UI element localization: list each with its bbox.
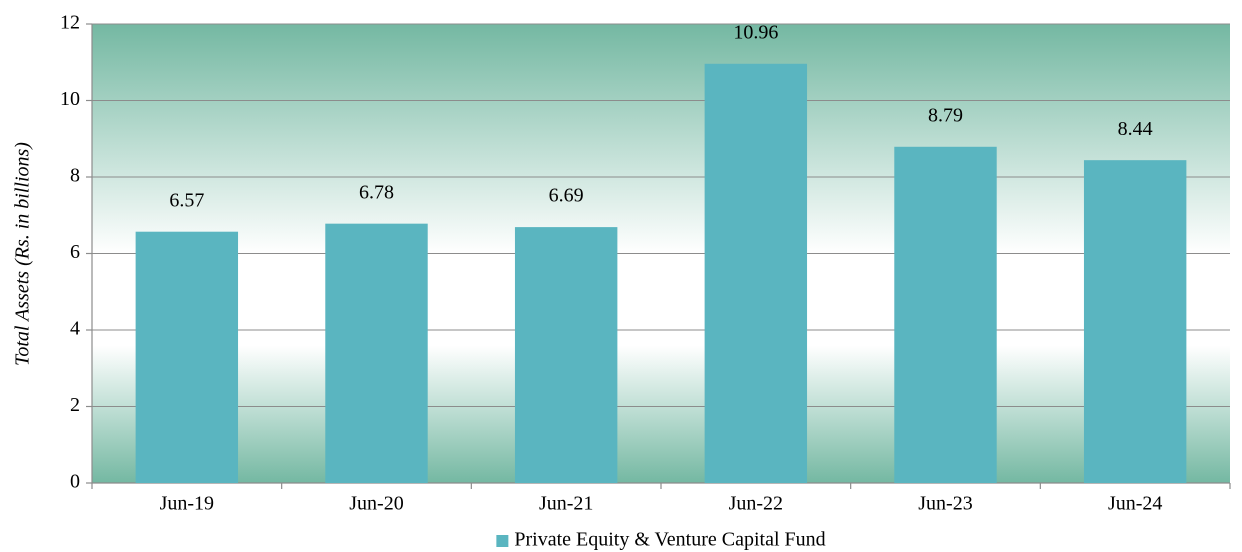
bar [1083,160,1187,484]
bar [325,223,428,484]
y-tick-label: 8 [70,165,80,187]
y-axis-label: Total Assets (Rs. in billions) [12,142,34,366]
data-label: 10.96 [733,21,778,43]
x-tick-label: Jun-22 [729,493,783,515]
bar [514,227,618,483]
y-tick-label: 12 [60,12,80,34]
legend-swatch [496,535,509,547]
y-tick-label: 0 [70,471,80,493]
x-tick-label: Jun-21 [539,493,593,515]
data-label: 8.79 [928,104,963,126]
x-tick-label: Jun-24 [1108,493,1162,515]
legend-label: Private Equity & Venture Capital Fund [514,529,825,551]
data-label: 6.69 [549,185,584,207]
x-tick-label: Jun-23 [918,493,972,515]
y-tick-label: 2 [70,394,80,416]
data-label: 8.44 [1118,118,1153,140]
y-tick-label: 4 [70,318,80,340]
x-tick-label: Jun-20 [349,493,403,515]
data-label: 6.57 [169,189,204,211]
x-tick-label: Jun-19 [160,493,214,515]
bar [135,231,239,483]
bar [894,146,997,483]
y-tick-label: 6 [70,241,80,263]
y-tick-label: 10 [60,88,80,110]
bar [704,63,808,483]
data-label: 6.78 [359,181,394,203]
